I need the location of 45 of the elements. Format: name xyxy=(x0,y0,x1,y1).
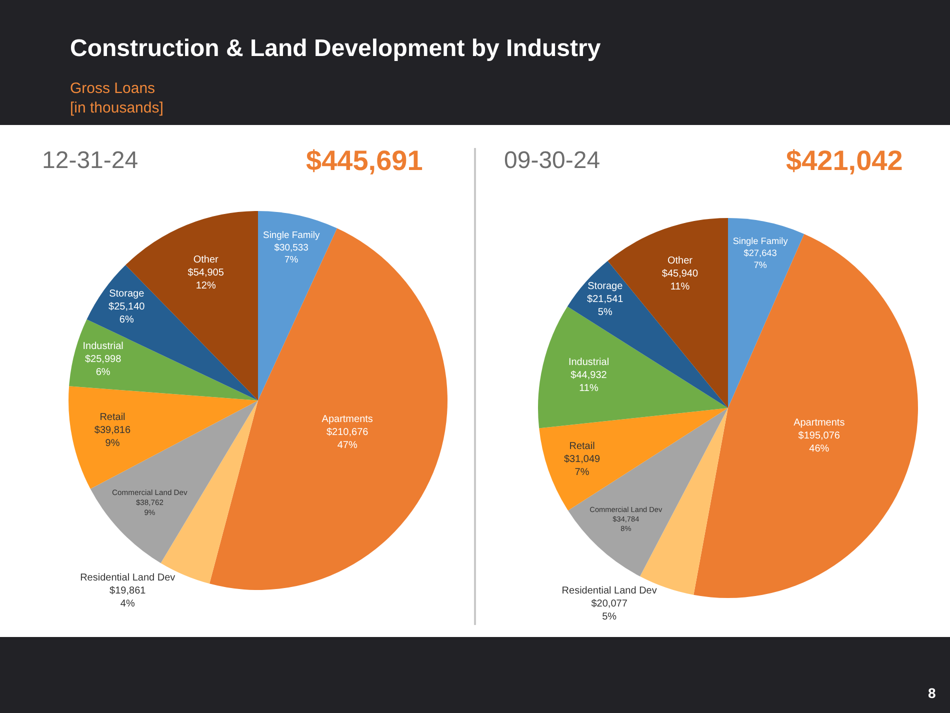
slice-label: Storage xyxy=(588,280,624,292)
pie-slice xyxy=(728,218,804,408)
chart-title: 09-30-24 xyxy=(504,147,600,174)
slice-label: Retail xyxy=(100,412,126,424)
text: 8 xyxy=(928,685,936,701)
data-label: $195,076 46% xyxy=(798,430,840,454)
slice-label: Other xyxy=(193,254,220,266)
text: Gross Loans [in thousands] xyxy=(70,80,164,116)
text: Construction & Land Development by Industry xyxy=(70,35,602,62)
slice-label: Commercial Land Dev xyxy=(590,504,662,514)
slice-label: Industrial xyxy=(82,340,124,352)
data-label: $38,762 9% xyxy=(136,498,164,517)
slice-label: Other xyxy=(667,256,694,267)
pie-slice xyxy=(68,386,258,489)
data-label: $25,998 6% xyxy=(84,354,122,378)
data-label: $21,541 5% xyxy=(587,294,624,318)
slice-label: Single Family xyxy=(732,236,788,246)
data-label: $45,940 11% xyxy=(662,268,698,293)
slice-label: Retail xyxy=(569,440,595,452)
data-label: $19,861 4% xyxy=(110,585,146,610)
slice-label: Apartments xyxy=(794,417,845,428)
data-label: $210,676 47% xyxy=(326,427,369,452)
chart-title: 12-31-24 xyxy=(42,147,138,174)
data-label: $31,049 7% xyxy=(564,454,601,478)
data-label: $20,077 5% xyxy=(591,598,628,623)
data-label: $30,533 7% xyxy=(274,242,308,266)
chart-subtitle: $445,691 xyxy=(306,145,423,176)
data-label: $54,905 12% xyxy=(188,268,224,292)
data-label: $39,816 9% xyxy=(94,425,131,450)
pie-slice xyxy=(538,306,728,428)
pie-slice xyxy=(539,408,728,511)
chart-subtitle: $421,042 xyxy=(786,145,903,176)
slice-label: Single Family xyxy=(263,230,320,242)
data-label: $44,932 11% xyxy=(570,370,608,394)
slice-label: Commercial Land Dev xyxy=(112,488,188,498)
slice-label: Residential Land Dev xyxy=(562,586,657,597)
slice-label: Apartments xyxy=(322,414,373,426)
data-label: $25,140 6% xyxy=(108,301,146,326)
slice-label: Industrial xyxy=(568,357,610,368)
slice-label: Residential Land Dev xyxy=(80,572,176,584)
pie-slice xyxy=(258,211,338,400)
pie-slice xyxy=(90,400,258,564)
data-label: $34,784 8% xyxy=(612,514,640,533)
slice-label: Storage xyxy=(109,288,145,300)
data-label: $27,643 7% xyxy=(744,248,777,270)
